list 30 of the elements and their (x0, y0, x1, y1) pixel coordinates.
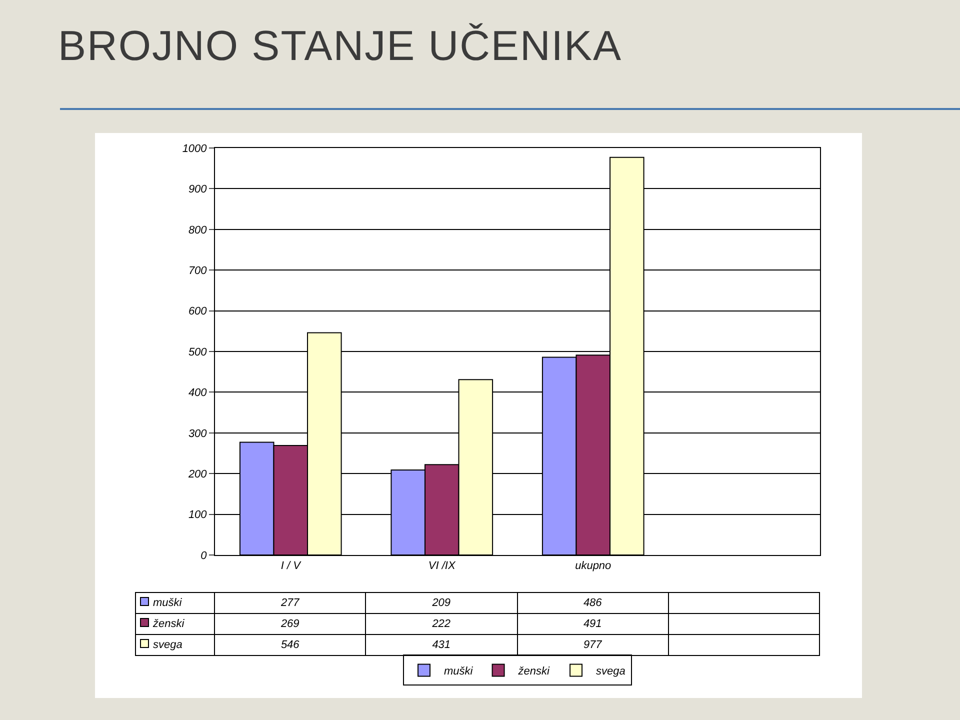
data-label: 269 (214, 614, 366, 634)
data-label: 277 (214, 592, 366, 614)
y-tick-label: 500 (188, 346, 208, 358)
legend-label: ženski (136, 614, 214, 634)
data-label: 546 (214, 634, 366, 656)
legend-label: muški (136, 592, 214, 614)
data-label: 222 (366, 614, 517, 634)
y-tick-label: 100 (188, 509, 208, 522)
data-label: 486 (517, 592, 668, 614)
y-tick-label: 400 (188, 387, 208, 400)
text: ženski (518, 666, 550, 678)
y-tick-label: 800 (188, 224, 208, 236)
chart-title: BROJNO STANJE UČENIKA (58, 22, 622, 70)
legend-label: svega (596, 666, 626, 678)
data-label: 431 (366, 634, 517, 656)
data-label: 491 (517, 614, 668, 634)
x-tick-label: VI /IX (428, 560, 456, 572)
y-tick-label: 1000 (182, 142, 208, 155)
y-tick-label: 900 (188, 184, 208, 196)
x-tick-label: I / V (280, 560, 302, 572)
text: muški (444, 666, 473, 678)
y-tick-label: 700 (188, 264, 208, 277)
x-tick-label: ukupno (575, 560, 612, 572)
text: svega (153, 639, 182, 651)
y-tick-label: 300 (188, 428, 208, 440)
data-label: 977 (517, 634, 668, 656)
data-label: 209 (366, 592, 517, 614)
y-tick-label: 600 (188, 306, 208, 318)
y-tick-label: 200 (187, 468, 208, 480)
y-tick-label: 0 (200, 550, 208, 562)
